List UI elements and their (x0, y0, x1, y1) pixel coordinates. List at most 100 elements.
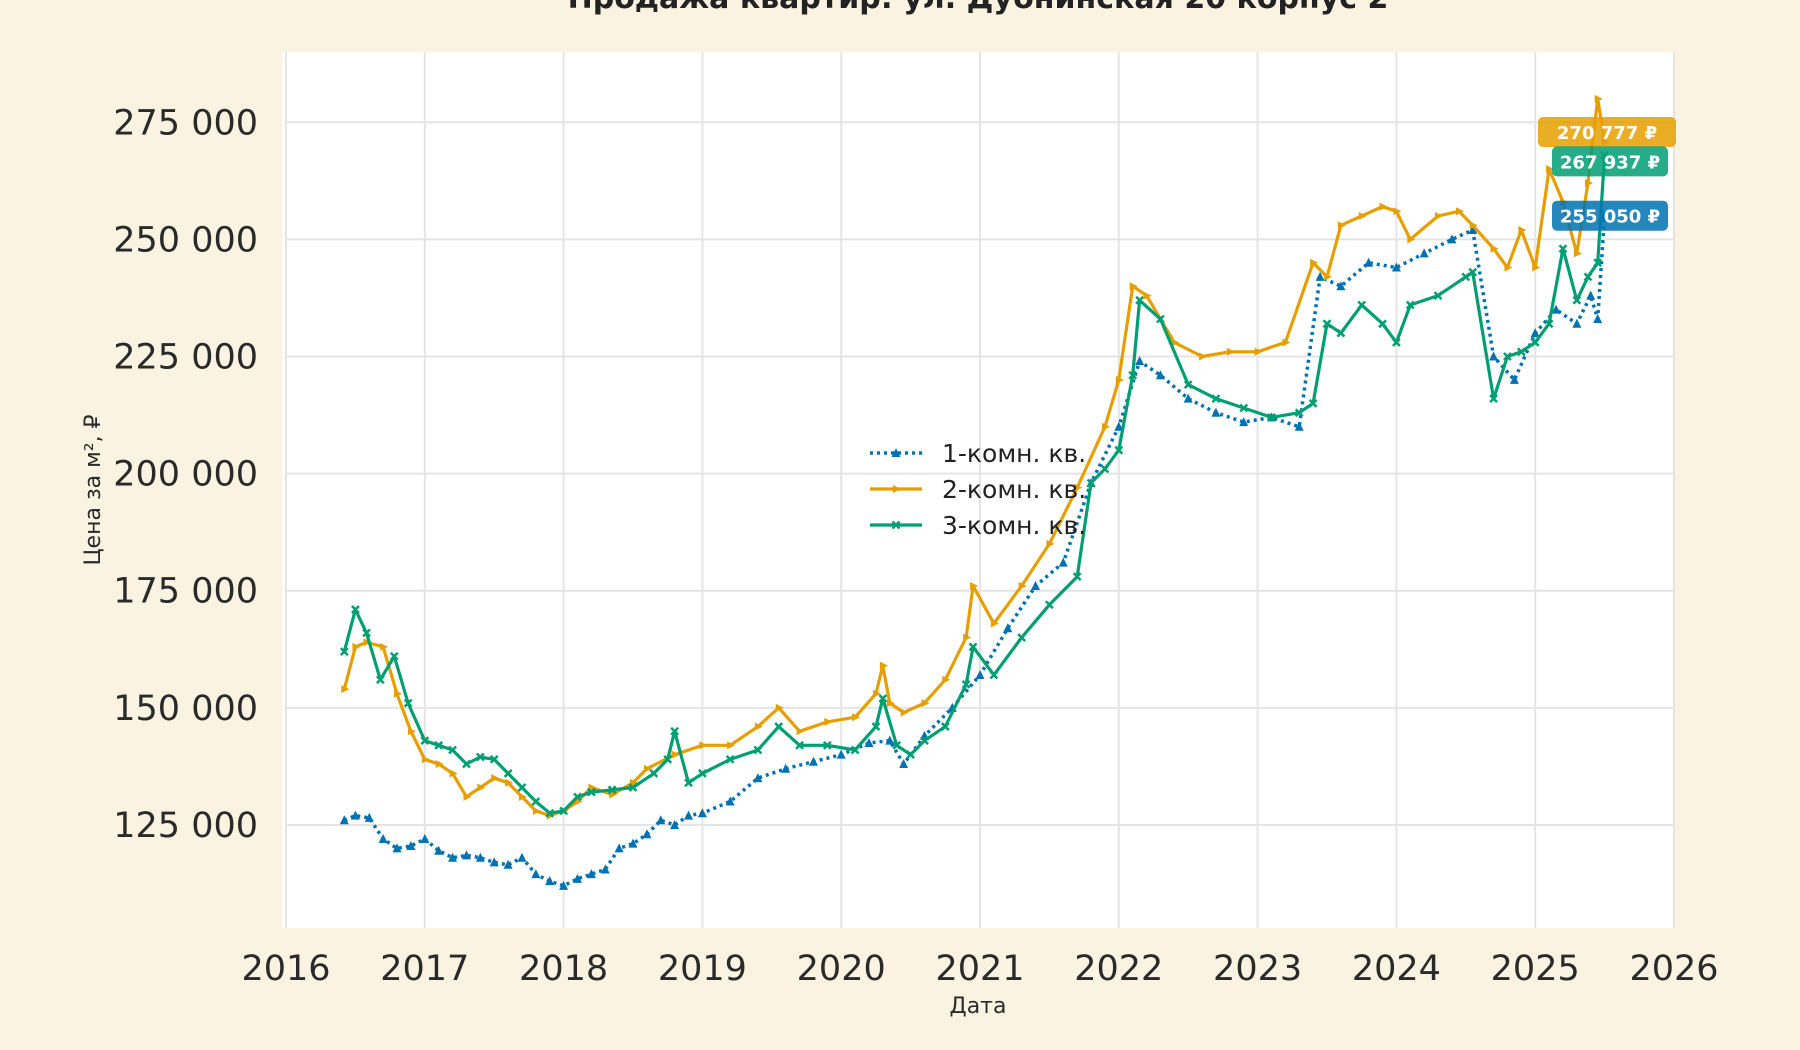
point-marker (1101, 422, 1110, 431)
point-marker (1294, 421, 1304, 431)
point-marker (1530, 338, 1540, 347)
point-marker (920, 736, 929, 746)
point-marker (505, 778, 514, 787)
point-marker (1358, 211, 1367, 220)
y-tick-label: 125 000 (113, 806, 258, 846)
point-marker (697, 808, 707, 818)
point-marker (725, 796, 735, 806)
point-marker (1447, 234, 1457, 244)
point-marker (503, 769, 513, 778)
point-marker (1074, 483, 1083, 492)
point-marker (1135, 295, 1145, 305)
point-marker (891, 520, 901, 530)
point-marker (352, 642, 361, 651)
point-marker (663, 754, 673, 764)
point-marker (1114, 421, 1124, 431)
legend-item-3: 3-комн. кв. (870, 511, 1086, 540)
point-marker (781, 763, 791, 773)
point-marker (753, 745, 763, 755)
y-tick-label: 250 000 (113, 220, 258, 260)
x-tick-label: 2024 (1352, 949, 1441, 989)
point-marker (836, 749, 846, 759)
point-marker (1211, 407, 1221, 417)
point-marker (420, 833, 430, 843)
point-marker (684, 810, 694, 820)
point-marker (1455, 207, 1464, 216)
point-marker (872, 689, 881, 698)
point-marker (403, 698, 413, 708)
point-marker (1267, 413, 1276, 422)
point-marker (1337, 221, 1346, 230)
point-marker (1156, 314, 1165, 324)
x-tick-label: 2018 (519, 949, 608, 989)
axis-ticks: 2016 2017 2018 2019 2020 2021 2022 2023 2024 2025… (113, 103, 1718, 989)
point-marker (1017, 633, 1027, 642)
point-marker (970, 582, 979, 591)
point-marker (1199, 352, 1208, 361)
badge-background (1538, 117, 1676, 148)
point-marker (489, 857, 499, 867)
point-marker (1031, 581, 1041, 591)
point-marker (774, 722, 784, 731)
point-marker (420, 736, 430, 746)
point-marker (1018, 582, 1027, 591)
point-marker (545, 876, 555, 886)
point-marker (649, 769, 659, 778)
point-marker (1558, 244, 1568, 254)
series-lines (339, 94, 1610, 890)
point-marker (339, 815, 349, 825)
point-marker (1572, 318, 1582, 328)
point-marker (1211, 394, 1221, 404)
point-marker (1583, 272, 1593, 282)
point-marker (463, 792, 472, 801)
x-tick-label: 2021 (935, 949, 1024, 989)
y-tick-label: 150 000 (113, 689, 258, 729)
point-marker (389, 651, 399, 661)
point-marker (1155, 370, 1165, 380)
point-marker (656, 815, 666, 825)
point-marker (698, 769, 707, 778)
point-marker (871, 722, 881, 731)
point-marker (559, 880, 569, 890)
x-tick-label: 2023 (1213, 949, 1302, 989)
point-marker (1490, 244, 1499, 253)
point-marker (1468, 267, 1478, 277)
point-marker (990, 619, 999, 628)
series-2 (341, 94, 1610, 820)
point-marker (850, 745, 860, 755)
point-marker (531, 797, 541, 806)
point-marker (1593, 314, 1603, 324)
point-marker (559, 806, 568, 816)
point-marker (449, 769, 458, 778)
point-marker (1315, 271, 1325, 281)
point-marker (900, 708, 909, 717)
point-marker (699, 741, 708, 750)
point-marker (489, 754, 499, 764)
point-marker (1115, 375, 1124, 384)
point-marker (1532, 263, 1541, 272)
point-marker (1239, 417, 1249, 427)
point-marker (477, 783, 486, 792)
point-marker (1433, 291, 1443, 300)
point-marker (893, 485, 901, 493)
point-marker (1503, 352, 1512, 361)
point-marker (1364, 257, 1374, 267)
point-marker (628, 838, 638, 848)
point-marker (1546, 165, 1555, 174)
point-marker (727, 741, 736, 750)
point-marker (824, 717, 833, 726)
point-marker (1310, 258, 1319, 267)
chart-title: Продажа квартир: ул. Дубнинская 20 корпу… (568, 0, 1389, 16)
point-marker (1468, 225, 1478, 235)
x-tick-label: 2025 (1491, 949, 1580, 989)
point-marker (600, 864, 610, 874)
point-marker (1183, 380, 1193, 389)
y-axis-label: Цена за м², ₽ (81, 414, 106, 565)
badge-background (1552, 146, 1668, 177)
point-marker (1530, 328, 1540, 338)
point-marker (364, 812, 374, 822)
point-marker (1435, 211, 1444, 220)
point-marker (1114, 445, 1124, 455)
last-value-labels: 270 777 ₽ 267 937 ₽ 255 050 ₽ (1538, 117, 1676, 231)
